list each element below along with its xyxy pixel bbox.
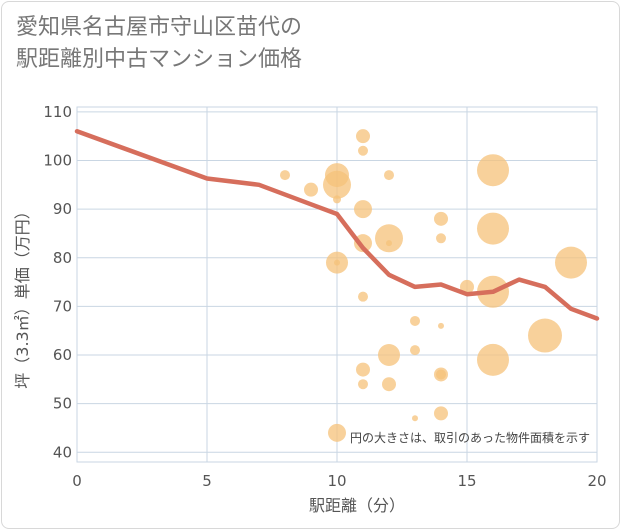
data-bubble [354,200,372,219]
y-tick-label: 50 [53,395,72,413]
y-tick-label: 40 [53,443,72,461]
y-tick-label: 90 [53,200,72,218]
trend-line [74,129,600,321]
data-bubble [412,415,418,422]
y-tick-label: 80 [53,249,72,267]
data-bubble [436,369,446,380]
x-tick-label: 0 [72,472,82,490]
data-bubble [280,170,290,181]
trend-line-layer [74,129,600,321]
data-bubble [358,145,368,156]
x-tick-label: 20 [587,472,606,490]
y-tick-label: 60 [53,346,72,364]
data-bubble [410,315,420,326]
data-bubble [434,406,448,421]
size-note: 円の大きさは、取引のあった物件面積を示す [350,430,590,445]
data-bubble [358,291,368,302]
data-bubble [528,318,562,353]
chart-title: 愛知県名古屋市守山区苗代の 駅距離別中古マンション価格 [16,15,303,72]
data-bubble [410,345,420,356]
data-bubble [304,182,318,197]
data-bubble [323,170,351,199]
data-bubble [375,224,403,253]
bubble-layer [280,129,587,442]
data-bubble [555,246,587,279]
data-bubble [328,423,346,442]
data-bubble [333,195,341,204]
data-bubble [356,129,370,144]
x-axis-label: 駅距離（分） [309,496,405,515]
y-tick-label: 110 [43,103,72,121]
data-bubble [460,279,474,294]
data-bubble [382,377,396,392]
x-tick-label: 10 [327,472,346,490]
data-bubble [358,379,368,390]
data-bubble [334,259,340,266]
data-bubble [436,233,446,244]
data-bubble [386,240,392,247]
x-tick-label: 15 [457,472,476,490]
data-bubble [378,344,400,367]
data-bubble [477,154,509,187]
data-bubble [384,170,394,181]
data-bubble [434,211,448,226]
tick-labels: 40 50 60 70 80 90 100 110 0 5 10 15 20 [43,103,606,490]
x-tick-label: 5 [202,472,212,490]
y-tick-label: 70 [53,297,72,315]
data-bubble [356,362,370,377]
data-bubble [438,322,444,329]
data-bubble [477,343,509,376]
data-bubble [477,212,509,245]
y-tick-label: 100 [43,151,72,169]
y-axis-label: 坪（3.3㎡）単価（万円） [13,203,32,388]
